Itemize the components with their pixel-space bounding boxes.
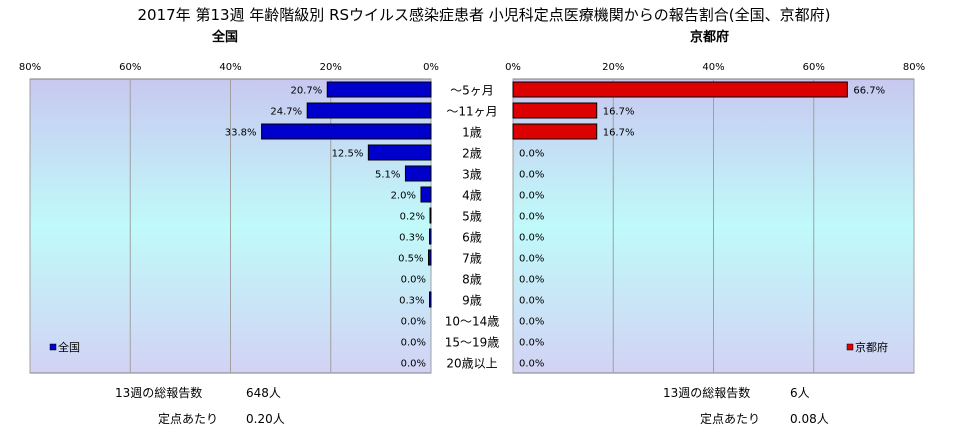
left-per-value: 0.20人 [246,412,285,426]
right-tick-label: 60% [803,62,825,73]
left-panel-title: 全国 [212,30,239,45]
left-bar [428,228,432,245]
category-label: ～11ヶ月 [446,105,497,119]
left-tick-label: 0% [423,62,439,73]
chart-title: 2017年 第13週 年齢階級別 RSウイルス感染症患者 小児科定点医療機関から… [137,6,831,24]
right-bar [512,102,598,119]
right-bar-label: 0.0% [519,317,544,328]
category-label: 9歳 [462,294,482,308]
left-bar-label: 24.7% [270,107,302,118]
right-bar-label: 66.7% [853,86,885,97]
left-bar-label: 0.0% [401,359,426,370]
left-total-label: 13週の総報告数 [115,386,203,400]
right-panel-title: 京都府 [690,30,730,45]
left-bar-label: 33.8% [225,128,257,139]
right-bar-label: 0.0% [519,233,544,244]
right-tick-label: 0% [505,62,521,73]
left-bar-label: 0.3% [399,233,424,244]
left-bar-label: 5.1% [375,170,400,181]
right-per-value: 0.08人 [790,412,829,426]
right-bar-label: 0.0% [519,338,544,349]
left-bar-label: 0.0% [401,317,426,328]
category-label: 5歳 [462,210,482,224]
right-bar-label: 0.0% [519,191,544,202]
category-label: 4歳 [462,189,482,203]
right-bar [512,123,598,140]
right-bar-label: 0.0% [519,296,544,307]
left-bar-label: 12.5% [332,149,364,160]
left-bar [429,207,432,224]
left-bar-label: 0.2% [400,212,425,223]
left-bar-label: 0.0% [401,275,426,286]
left-bar-label: 0.0% [401,338,426,349]
category-label: 1歳 [462,126,482,140]
left-bar-label: 2.0% [391,191,416,202]
left-bar-label: 20.7% [290,86,322,97]
right-bar-label: 16.7% [603,107,635,118]
right-bar-label: 0.0% [519,275,544,286]
right-legend-label: 京都府 [855,340,888,354]
left-bar [326,81,432,98]
right-bar [512,81,848,98]
left-bar [306,102,432,119]
right-bar-label: 0.0% [519,170,544,181]
category-label: 7歳 [462,252,482,266]
category-label: 8歳 [462,273,482,287]
left-bar-label: 0.5% [398,254,423,265]
left-bar-label: 0.3% [399,296,424,307]
left-bar [420,186,432,203]
left-bar [427,249,432,266]
left-tick-label: 80% [19,62,41,73]
left-legend-swatch [49,343,57,351]
left-bar [261,123,432,140]
category-label: 10～14歳 [445,315,500,329]
right-bar-label: 16.7% [603,128,635,139]
category-label: 6歳 [462,231,482,245]
left-legend-label: 全国 [58,340,80,354]
category-label: 2歳 [462,147,482,161]
left-bar [367,144,432,161]
right-bar-label: 0.0% [519,359,544,370]
right-per-label: 定点あたり [700,412,761,426]
right-bar-label: 0.0% [519,254,544,265]
category-label: 3歳 [462,168,482,182]
left-per-label: 定点あたり [158,412,219,426]
category-label: 15～19歳 [445,336,500,350]
right-tick-label: 40% [702,62,724,73]
right-tick-label: 80% [903,62,925,73]
left-tick-label: 40% [219,62,241,73]
left-tick-label: 20% [320,62,342,73]
category-label: 20歳以上 [446,357,497,371]
left-tick-label: 60% [119,62,141,73]
left-bar [404,165,432,182]
right-bar-label: 0.0% [519,149,544,160]
left-bar [428,291,432,308]
right-total-label: 13週の総報告数 [663,386,751,400]
left-total-value: 648人 [246,386,281,400]
right-bar-label: 0.0% [519,212,544,223]
right-total-value: 6人 [790,386,810,400]
right-tick-label: 20% [602,62,624,73]
right-legend-swatch [846,343,854,351]
category-label: ～5ヶ月 [450,84,494,98]
